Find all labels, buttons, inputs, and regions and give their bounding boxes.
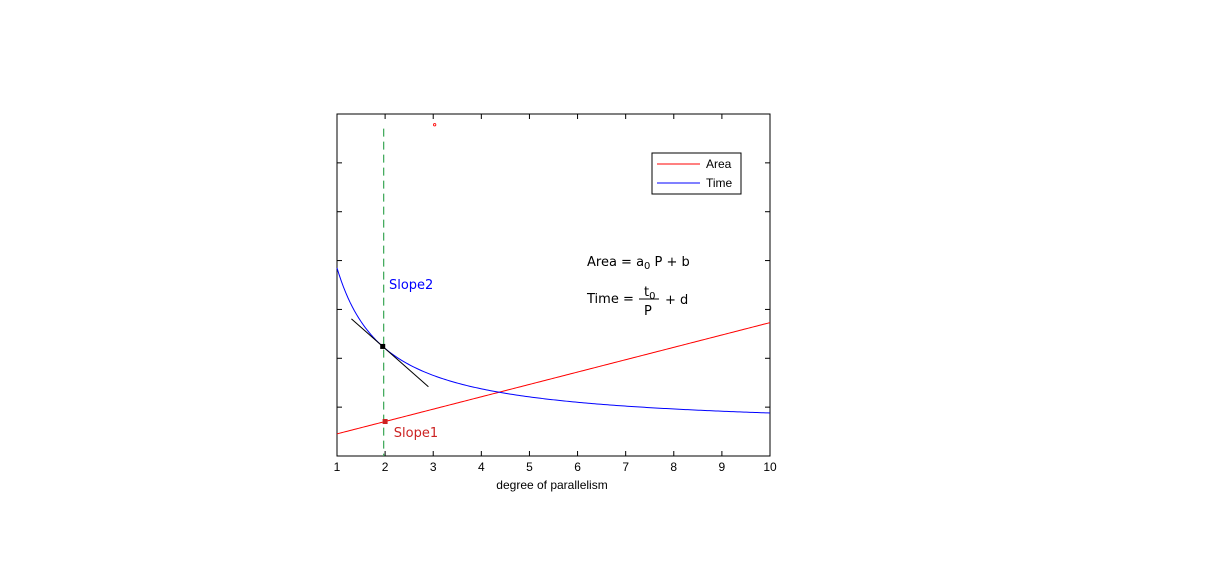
equation-time-lhs: Time = (586, 292, 634, 307)
x-tick-label: 6 (574, 460, 581, 474)
x-tick-label: 9 (719, 460, 726, 474)
equation-area-lhs: Area = a (587, 255, 644, 270)
markers-layer (380, 123, 437, 425)
x-tick-label: 8 (670, 460, 677, 474)
axes-frame (336, 113, 771, 457)
point-marker-time (380, 343, 386, 349)
x-tick-label: 10 (763, 460, 777, 474)
x-axis-tick-labels: 1 2 3 4 5 6 7 8 9 10 (334, 460, 777, 474)
annotation-slope2: Slope2 (389, 278, 433, 293)
x-tick-label: 2 (382, 460, 389, 474)
x-tick-label: 7 (622, 460, 629, 474)
equation-time-denominator: P (644, 304, 652, 319)
equation-time-numerator: t (644, 285, 649, 300)
annotation-slope1: Slope1 (394, 426, 438, 441)
legend: Area Time (651, 152, 742, 195)
x-axis-label: degree of parallelism (496, 478, 607, 492)
legend-box (651, 152, 742, 195)
series-line-time (336, 267, 771, 414)
point-marker-area (382, 419, 388, 425)
y-axis-ticks (337, 162, 770, 408)
x-tick-label: 4 (478, 460, 485, 474)
stray-point-marker (433, 123, 437, 127)
axes-box (336, 113, 771, 457)
legend-label-area: Area (706, 157, 732, 171)
x-tick-label: 5 (526, 460, 533, 474)
x-tick-label: 1 (334, 460, 341, 474)
equation-time-rhs: + d (665, 293, 688, 308)
equation-area: Area = a0 P + b (587, 255, 690, 272)
tangent-line (351, 318, 429, 388)
equation-area-subscript: 0 (644, 261, 650, 272)
series-line-area (336, 322, 771, 435)
series-layer (336, 128, 771, 456)
equation-time: Time = t0 P + d (586, 285, 688, 319)
equation-area-rhs: P + b (650, 255, 689, 270)
equation-time-numerator-subscript: 0 (649, 291, 655, 302)
svg-text:t0: t0 (644, 285, 655, 302)
svg-text:Area = a0 P + b: Area = a0 P + b (587, 255, 690, 272)
legend-label-time: Time (706, 176, 733, 190)
x-axis-ticks (336, 114, 771, 456)
x-tick-label: 3 (430, 460, 437, 474)
